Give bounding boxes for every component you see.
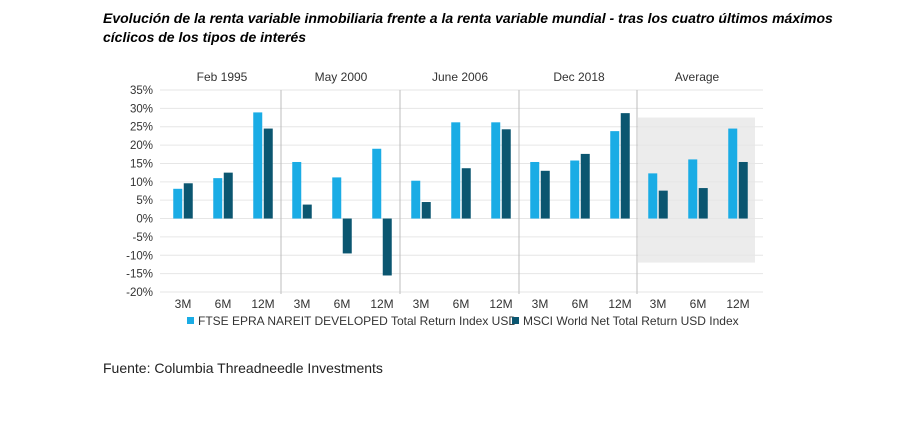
bar bbox=[501, 129, 511, 219]
bar bbox=[213, 178, 223, 219]
bar bbox=[610, 131, 620, 219]
bar bbox=[461, 168, 471, 219]
bar bbox=[688, 159, 698, 219]
bar bbox=[342, 218, 352, 254]
source-note: Fuente: Columbia Threadneedle Investment… bbox=[103, 360, 383, 376]
x-tick-label: 12M bbox=[251, 297, 274, 311]
legend-label: MSCI World Net Total Return USD Index bbox=[523, 314, 739, 328]
bar bbox=[372, 148, 382, 219]
x-tick-label: 6M bbox=[572, 297, 589, 311]
y-tick-label: 0% bbox=[136, 214, 153, 226]
y-tick-label: -20% bbox=[126, 287, 153, 299]
bar bbox=[738, 161, 748, 219]
group-label: Feb 1995 bbox=[197, 70, 248, 84]
x-tick-label: 12M bbox=[489, 297, 512, 311]
bar bbox=[263, 128, 273, 219]
x-tick-label: 6M bbox=[453, 297, 470, 311]
bar bbox=[302, 204, 312, 219]
bar bbox=[332, 177, 342, 219]
legend-swatch bbox=[512, 317, 519, 324]
bar bbox=[292, 161, 302, 219]
y-tick-label: 15% bbox=[130, 158, 153, 170]
x-tick-label: 6M bbox=[690, 297, 707, 311]
y-tick-label: 10% bbox=[130, 177, 153, 189]
y-tick-label: 20% bbox=[130, 140, 153, 152]
bar bbox=[382, 218, 392, 276]
legend-label: FTSE EPRA NAREIT DEVELOPED Total Return … bbox=[198, 314, 517, 328]
y-tick-label: -10% bbox=[126, 250, 153, 262]
group-label: June 2006 bbox=[432, 70, 488, 84]
bar bbox=[411, 180, 421, 219]
y-tick-label: 25% bbox=[130, 122, 153, 134]
bar bbox=[421, 202, 431, 219]
x-tick-label: 3M bbox=[532, 297, 549, 311]
legend-swatch bbox=[187, 317, 194, 324]
bar bbox=[620, 113, 630, 219]
x-tick-label: 3M bbox=[175, 297, 192, 311]
x-tick-label: 12M bbox=[726, 297, 749, 311]
y-tick-label: -15% bbox=[126, 269, 153, 281]
bar bbox=[658, 190, 668, 219]
bar bbox=[570, 160, 580, 219]
x-tick-label: 6M bbox=[215, 297, 232, 311]
x-tick-label: 6M bbox=[334, 297, 351, 311]
group-label: Dec 2018 bbox=[553, 70, 605, 84]
bar bbox=[530, 161, 540, 219]
y-tick-label: 30% bbox=[130, 103, 153, 115]
bar bbox=[183, 183, 193, 219]
bar bbox=[253, 112, 263, 219]
group-label: Average bbox=[675, 70, 720, 84]
bar bbox=[223, 172, 233, 219]
bar bbox=[173, 188, 183, 219]
bar bbox=[698, 188, 708, 219]
bar bbox=[580, 153, 590, 219]
x-tick-label: 12M bbox=[370, 297, 393, 311]
x-tick-label: 12M bbox=[608, 297, 631, 311]
y-tick-label: 35% bbox=[130, 85, 153, 97]
y-tick-label: -5% bbox=[133, 232, 153, 244]
bar bbox=[491, 122, 501, 219]
chart-title: Evolución de la renta variable inmobilia… bbox=[103, 10, 833, 45]
bar bbox=[451, 122, 461, 219]
x-tick-label: 3M bbox=[413, 297, 430, 311]
x-tick-label: 3M bbox=[294, 297, 311, 311]
bar bbox=[540, 170, 550, 219]
bar bbox=[648, 173, 658, 219]
group-label: May 2000 bbox=[315, 70, 368, 84]
bar bbox=[728, 128, 738, 219]
y-tick-label: 5% bbox=[136, 195, 153, 207]
x-tick-label: 3M bbox=[650, 297, 667, 311]
